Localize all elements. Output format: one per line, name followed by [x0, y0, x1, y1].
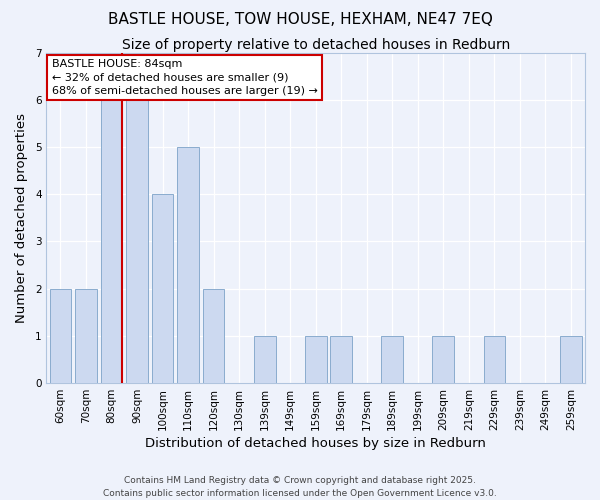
Y-axis label: Number of detached properties: Number of detached properties: [15, 113, 28, 323]
Bar: [484, 336, 505, 383]
Bar: [382, 336, 403, 383]
Text: BASTLE HOUSE, TOW HOUSE, HEXHAM, NE47 7EQ: BASTLE HOUSE, TOW HOUSE, HEXHAM, NE47 7E…: [107, 12, 493, 28]
Bar: [152, 194, 173, 383]
Bar: [433, 336, 454, 383]
Text: BASTLE HOUSE: 84sqm
← 32% of detached houses are smaller (9)
68% of semi-detache: BASTLE HOUSE: 84sqm ← 32% of detached ho…: [52, 60, 317, 96]
Bar: [50, 288, 71, 383]
Bar: [331, 336, 352, 383]
Bar: [75, 288, 97, 383]
Bar: [101, 100, 122, 383]
Bar: [305, 336, 326, 383]
Bar: [560, 336, 582, 383]
Title: Size of property relative to detached houses in Redburn: Size of property relative to detached ho…: [122, 38, 510, 52]
Text: Contains HM Land Registry data © Crown copyright and database right 2025.
Contai: Contains HM Land Registry data © Crown c…: [103, 476, 497, 498]
Bar: [254, 336, 275, 383]
Bar: [203, 288, 224, 383]
Bar: [126, 100, 148, 383]
X-axis label: Distribution of detached houses by size in Redburn: Distribution of detached houses by size …: [145, 437, 486, 450]
Bar: [177, 147, 199, 383]
